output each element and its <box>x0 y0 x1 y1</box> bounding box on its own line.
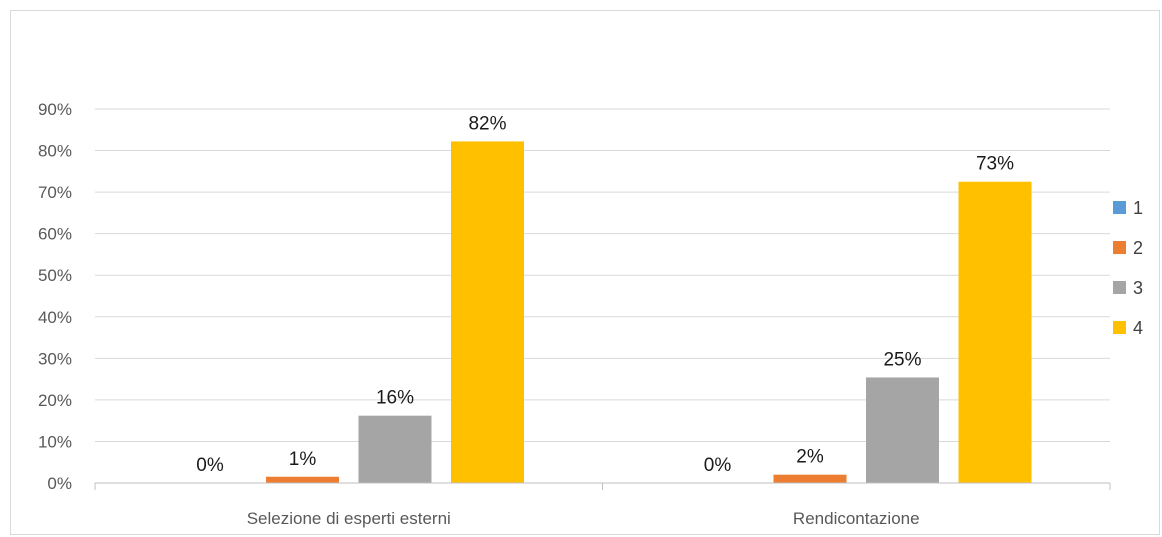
bar-series-2 <box>773 474 847 483</box>
y-tick-label: 60% <box>38 225 72 244</box>
data-label: 16% <box>376 388 414 409</box>
y-tick-label: 0% <box>47 474 72 493</box>
y-tick-label: 80% <box>38 142 72 161</box>
legend-swatch <box>1113 321 1126 334</box>
y-tick-label: 70% <box>38 183 72 202</box>
bar-series-4 <box>451 141 524 483</box>
x-axis: Selezione di esperti esterni Rendicontazi… <box>94 482 1111 528</box>
legend-swatch <box>1113 241 1126 254</box>
bar-series-4 <box>958 181 1032 483</box>
y-tick-label: 40% <box>38 308 72 327</box>
y-axis-ticks: 0% 10% 20% 30% 40% 50% 60% 70% 80% 90% <box>38 100 72 493</box>
y-tick-label: 30% <box>38 349 72 368</box>
legend-label: 4 <box>1133 318 1143 338</box>
legend-label: 3 <box>1133 278 1143 298</box>
y-tick-label: 10% <box>38 432 72 451</box>
data-label: 0% <box>704 455 732 476</box>
legend-swatch <box>1113 201 1126 214</box>
data-label: 25% <box>883 349 921 370</box>
legend: 1 2 3 4 <box>1113 198 1143 338</box>
legend-swatch <box>1113 281 1126 294</box>
data-labels: 0% 1% 16% 82% 0% 2% 25% 73% <box>196 113 1014 476</box>
bar-series-3 <box>358 415 432 483</box>
gridlines <box>95 108 1110 442</box>
legend-label: 1 <box>1133 198 1143 218</box>
category-label: Rendicontazione <box>793 509 920 528</box>
y-tick-label: 90% <box>38 100 72 119</box>
data-label: 1% <box>289 449 317 470</box>
y-tick-label: 20% <box>38 391 72 410</box>
category-label: Selezione di esperti esterni <box>247 509 451 528</box>
y-tick-label: 50% <box>38 266 72 285</box>
data-label: 82% <box>468 113 506 134</box>
bar-series-2 <box>266 476 339 483</box>
bar-series-3 <box>866 377 939 483</box>
bars <box>266 141 1032 483</box>
data-label: 2% <box>796 447 824 468</box>
data-label: 0% <box>196 455 224 476</box>
data-label: 73% <box>976 154 1014 175</box>
legend-label: 2 <box>1133 238 1143 258</box>
